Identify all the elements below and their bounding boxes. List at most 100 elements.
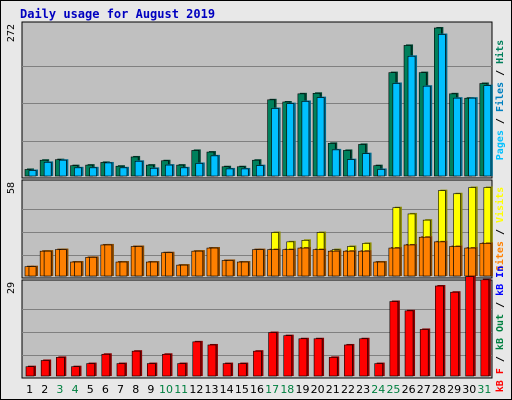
sites-front-bar [468,247,476,277]
pages-bar [256,165,264,177]
legend-sep: / [495,112,506,130]
sites-front-bar [256,249,264,277]
kb-f-bar [192,341,202,377]
sites-front-bar [104,244,113,277]
side-legend-3: kB F / kB Out / kB In [495,266,506,392]
x-tick-label: 7 [117,383,124,396]
kb-f-bar [177,363,186,377]
sites-front-bar [225,260,234,277]
legend-pages: Pages [495,130,506,160]
pages-bar [165,164,173,177]
x-tick-label: 28 [432,383,446,396]
y-max-label: 272 [6,24,17,42]
x-tick-label: 30 [462,383,476,396]
kb-f-bar [162,353,171,377]
x-tick-label: 4 [72,383,79,396]
kb-f-bar [222,363,232,377]
x-tick-label: 23 [356,383,370,396]
legend-sep: / [495,350,506,368]
sites-front-bar [407,244,416,277]
x-tick-label: 10 [159,383,173,396]
kb-f-bar [450,291,459,377]
x-tick-label: 24 [371,383,385,396]
kb-f-bar [268,332,277,377]
pages-bar [240,168,249,177]
pages-bar [392,83,401,177]
legend-kb-out: kB Out [495,314,506,350]
sites-front-bar [28,266,37,277]
x-tick-label: 3 [56,383,63,396]
x-tick-label: 1 [26,383,33,396]
sites-front-bar [362,250,370,277]
legend-sites: Sites [494,241,506,271]
kb-f-bar [404,310,414,377]
kb-f-bar [86,363,95,377]
sites-front-bar [422,236,431,277]
legend-kb-in: kB In [495,266,506,296]
legend-visits: Visits [494,187,506,223]
y-max-label: 29 [6,282,17,294]
y-max-label: 58 [6,182,17,194]
x-tick-label: 5 [87,383,94,396]
sites-front-bar [483,243,492,277]
kb-f-bar [253,350,262,377]
pages-bar [271,108,279,177]
pages-bar [89,167,97,177]
x-tick-label: 2 [41,383,48,396]
kb-f-bar [374,363,384,377]
pages-bar [468,97,476,177]
pages-bar [407,55,416,177]
pages-bar [422,85,431,177]
kb-f-bar [56,357,65,377]
pages-bar [453,97,461,177]
side-legend-1: Pages / Files / Hits [494,40,506,160]
sites-front-bar [286,249,295,277]
x-tick-label: 18 [280,383,294,396]
sites-front-bar [74,261,82,277]
legend-kb-f: kB F [495,368,506,392]
pages-bar [377,169,386,177]
legend-hits: Hits [494,40,506,64]
side-legend-2: Sites / Visits [494,187,506,271]
sites-front-bar [165,252,173,277]
kb-f-bar [298,338,308,377]
kb-f-bar [344,344,353,377]
x-tick-label: 15 [235,383,249,396]
kb-f-bar [131,350,141,377]
kb-f-bar [419,329,429,377]
sites-front-bar [149,261,158,277]
pages-bar [28,170,37,177]
x-tick-label: 11 [174,383,188,396]
x-tick-label: 26 [402,383,416,396]
sites-front-bar [316,249,325,277]
pages-bar [301,101,310,177]
x-tick-label: 25 [386,383,400,396]
kb-f-bar [435,285,444,377]
sites-front-bar [240,261,249,277]
sites-front-bar [119,261,128,277]
sites-front-bar [195,250,204,277]
kb-f-bar [116,363,126,377]
kb-f-bar [25,366,35,377]
kb-f-bar [328,357,338,377]
kb-f-bar [480,279,490,377]
legend-sep: / [495,223,506,241]
x-tick-label: 16 [250,383,264,396]
kb-f-bar [359,338,368,377]
x-tick-label: 22 [341,383,355,396]
sites-front-bar [438,241,446,277]
x-tick-label: 8 [132,383,139,396]
x-tick-label: 6 [102,383,109,396]
pages-bar [225,168,234,177]
sites-front-bar [89,257,97,277]
x-tick-label: 21 [326,383,340,396]
pages-bar [210,155,219,177]
kb-f-bar [40,360,50,377]
x-tick-label: 31 [477,383,491,396]
pages-bar [59,159,67,177]
pages-bar [74,167,82,177]
x-tick-label: 9 [147,383,154,396]
sites-front-bar [301,247,310,277]
x-tick-label: 29 [447,383,461,396]
